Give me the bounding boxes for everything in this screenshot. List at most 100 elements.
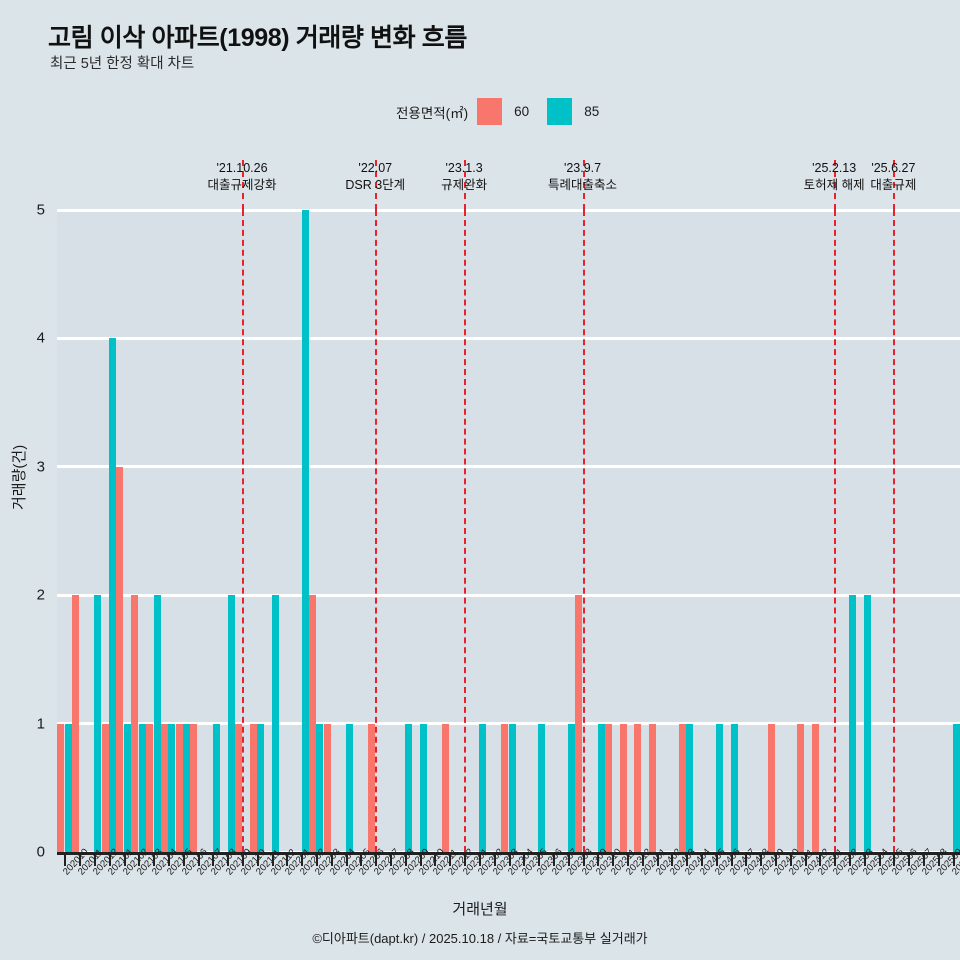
x-axis-tick [404, 852, 407, 866]
x-axis-tick [819, 852, 822, 866]
x-axis-tick [893, 852, 896, 866]
annotation-date: '22.07 [358, 161, 393, 175]
x-axis-tick [538, 852, 541, 866]
credit-text: ©디아파트(dapt.kr) / 2025.10.18 / 자료=국토교통부 실… [312, 931, 648, 946]
bar[interactable] [212, 723, 220, 852]
x-axis-tick [464, 852, 467, 866]
bar[interactable] [419, 723, 427, 852]
bar[interactable] [168, 723, 176, 852]
x-axis-tick [360, 852, 363, 866]
bar[interactable] [145, 723, 153, 852]
bar[interactable] [730, 723, 738, 852]
event-line-extension [464, 160, 467, 210]
event-line-extension [834, 160, 837, 210]
bar[interactable] [864, 595, 872, 852]
bar[interactable] [234, 723, 242, 852]
x-axis-tick [730, 852, 733, 866]
x-axis-tick [878, 852, 881, 866]
bar[interactable] [678, 723, 686, 852]
annotation-text: 대출규제강화 [207, 177, 277, 192]
y-tick-label: 2 [36, 586, 45, 604]
bar[interactable] [501, 723, 509, 852]
annotation-text: 토허제 해제 [803, 177, 865, 192]
bar[interactable] [71, 595, 79, 852]
bar[interactable] [131, 595, 139, 852]
bar[interactable] [109, 338, 117, 852]
bar[interactable] [138, 723, 146, 852]
bar[interactable] [686, 723, 694, 852]
bar[interactable] [479, 723, 487, 852]
x-axis-tick [434, 852, 437, 866]
bar[interactable] [257, 723, 265, 852]
bar[interactable] [619, 723, 627, 852]
annotation-date: '25.6.27 [871, 161, 916, 175]
bar[interactable] [190, 723, 198, 852]
bar[interactable] [797, 723, 805, 852]
x-axis-tick [330, 852, 333, 866]
bar[interactable] [323, 723, 331, 852]
bar[interactable] [175, 723, 183, 852]
bar[interactable] [301, 210, 309, 852]
x-axis-tick [908, 852, 911, 866]
y-tick-label: 4 [36, 329, 45, 347]
event-annotation: '22.07 DSR 3단계 [345, 160, 405, 194]
bar[interactable] [575, 595, 583, 852]
bar[interactable] [849, 595, 857, 852]
bar[interactable] [271, 595, 279, 852]
legend-label-60: 60 [514, 104, 530, 119]
x-axis-tick [760, 852, 763, 866]
bar[interactable] [227, 595, 235, 852]
bar[interactable] [101, 723, 109, 852]
x-axis-tick [123, 852, 126, 866]
annotation-date: '21.10.26 [216, 161, 268, 175]
bar[interactable] [597, 723, 605, 852]
bar[interactable] [952, 723, 960, 852]
x-axis-tick [745, 852, 748, 866]
x-axis-tick [626, 852, 629, 866]
x-axis-tick [789, 852, 792, 866]
bar[interactable] [249, 723, 257, 852]
bar[interactable] [405, 723, 413, 852]
x-axis-title: 거래년월 [452, 901, 508, 918]
x-axis-tick [138, 852, 141, 866]
legend-swatch-85[interactable] [547, 98, 573, 125]
x-axis-tick [168, 852, 171, 866]
bar[interactable] [116, 466, 124, 852]
bar[interactable] [812, 723, 820, 852]
bar[interactable] [153, 595, 161, 852]
x-axis-tick [671, 852, 674, 866]
bar[interactable] [183, 723, 191, 852]
y-tick-label: 1 [36, 715, 45, 733]
x-axis-tick [686, 852, 689, 866]
bar[interactable] [634, 723, 642, 852]
bar[interactable] [649, 723, 657, 852]
x-axis-tick [552, 852, 555, 866]
legend-swatch-60[interactable] [477, 98, 503, 125]
bar[interactable] [508, 723, 516, 852]
bar[interactable] [316, 723, 324, 852]
x-axis-tick [582, 852, 585, 866]
bar[interactable] [568, 723, 575, 852]
bar[interactable] [767, 723, 775, 852]
bar[interactable] [94, 595, 102, 852]
annotation-date: '23.1.3 [445, 161, 483, 175]
event-line [464, 210, 467, 852]
bar[interactable] [57, 723, 65, 852]
bar[interactable] [345, 723, 353, 852]
x-axis-tick [834, 852, 837, 866]
bar[interactable] [367, 723, 375, 852]
bar[interactable] [604, 723, 612, 852]
bar[interactable] [123, 723, 131, 852]
bar[interactable] [538, 723, 546, 852]
event-line [242, 210, 245, 852]
bar[interactable] [441, 723, 449, 852]
x-axis-tick [79, 852, 82, 866]
x-axis-tick [182, 852, 185, 866]
bar[interactable] [308, 595, 316, 852]
bar[interactable] [160, 723, 168, 852]
bar[interactable] [64, 723, 72, 852]
bar[interactable] [716, 723, 724, 852]
grid-line [57, 208, 960, 212]
y-tick-label: 0 [36, 843, 45, 861]
